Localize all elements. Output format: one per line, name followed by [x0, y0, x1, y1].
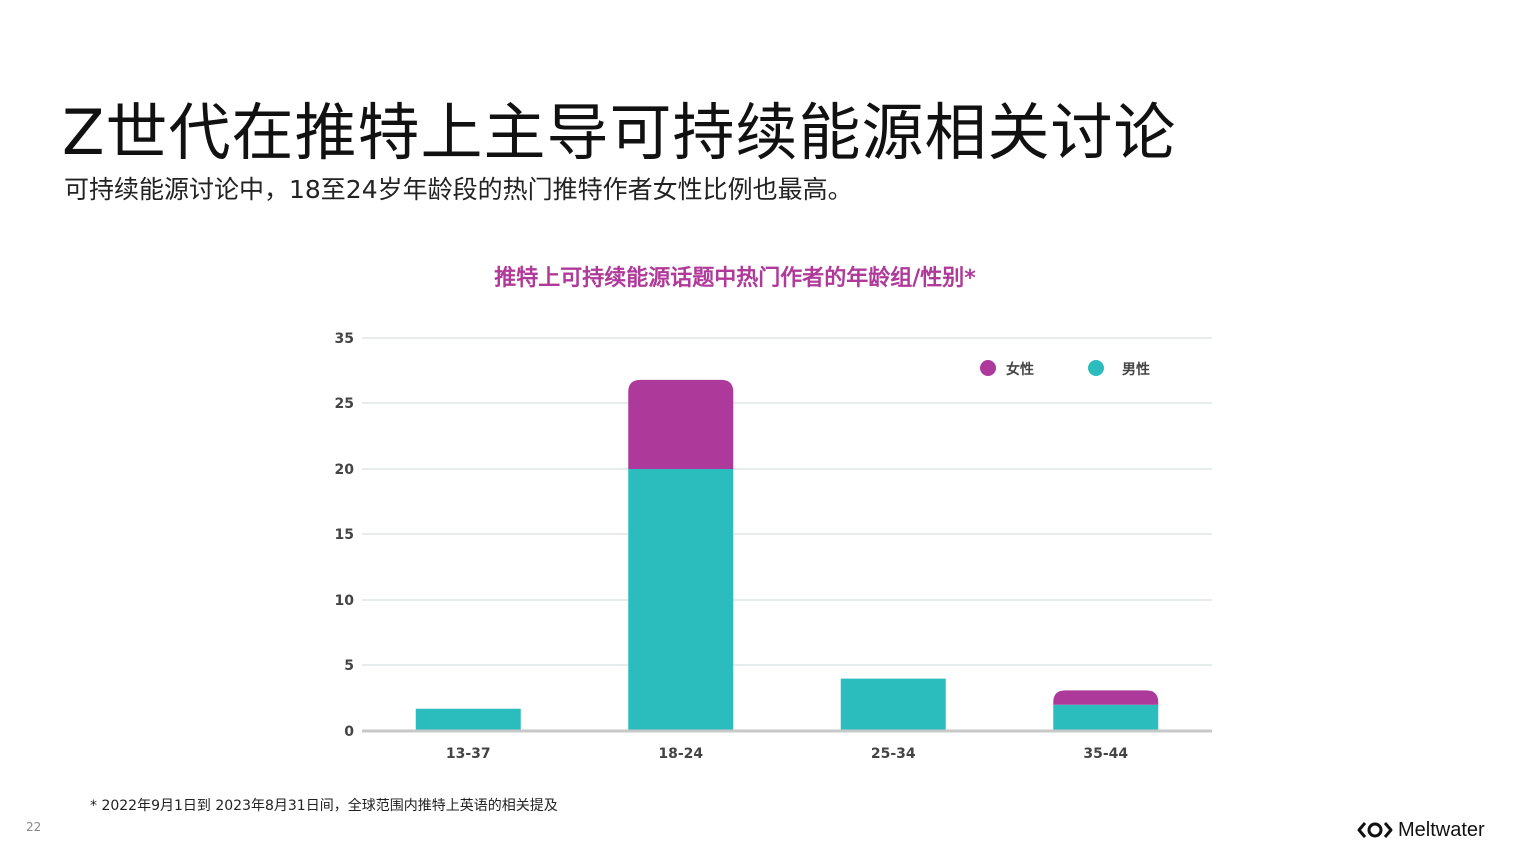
bar-segment-male [415, 708, 521, 731]
footnote: * 2022年9月1日到 2023年8月31日间，全球范围内推特上英语的相关提及 [90, 798, 558, 814]
meltwater-logo-icon [1357, 822, 1393, 838]
page-number: 22 [26, 820, 42, 834]
chart-title: 推特上可持续能源话题中热门作者的年龄组/性别* [494, 266, 976, 291]
legend-swatch [1088, 360, 1104, 376]
x-tick-label: 25-34 [871, 746, 916, 762]
brand-name: Meltwater [1398, 818, 1485, 841]
x-tick-label: 13-37 [446, 746, 491, 762]
y-tick-label: 5 [344, 658, 354, 674]
meltwater-logo: Meltwater [1356, 815, 1485, 845]
legend-label: 男性 [1122, 361, 1150, 378]
y-tick-label: 15 [335, 527, 354, 543]
y-tick-label: 25 [335, 396, 354, 412]
bar-segment-female [628, 379, 734, 469]
bar-segment-male [628, 469, 734, 731]
legend-swatch [980, 360, 996, 376]
legend-label: 女性 [1006, 361, 1034, 378]
y-tick-label: 35 [335, 331, 354, 347]
y-tick-label: 0 [344, 724, 354, 740]
slide-title: Z世代在推特上主导可持续能源相关讨论 [62, 96, 1177, 169]
bar-segment-male [840, 678, 946, 731]
y-tick-label: 10 [335, 593, 355, 609]
x-tick-label: 18-24 [658, 746, 703, 762]
bar-segment-male [1053, 704, 1159, 731]
slide-subtitle: 可持续能源讨论中，18至24岁年龄段的热门推特作者女性比例也最高。 [64, 175, 853, 204]
bar-segment-female [1053, 690, 1159, 705]
y-tick-label: 20 [335, 462, 355, 478]
x-tick-label: 35-44 [1083, 746, 1128, 762]
